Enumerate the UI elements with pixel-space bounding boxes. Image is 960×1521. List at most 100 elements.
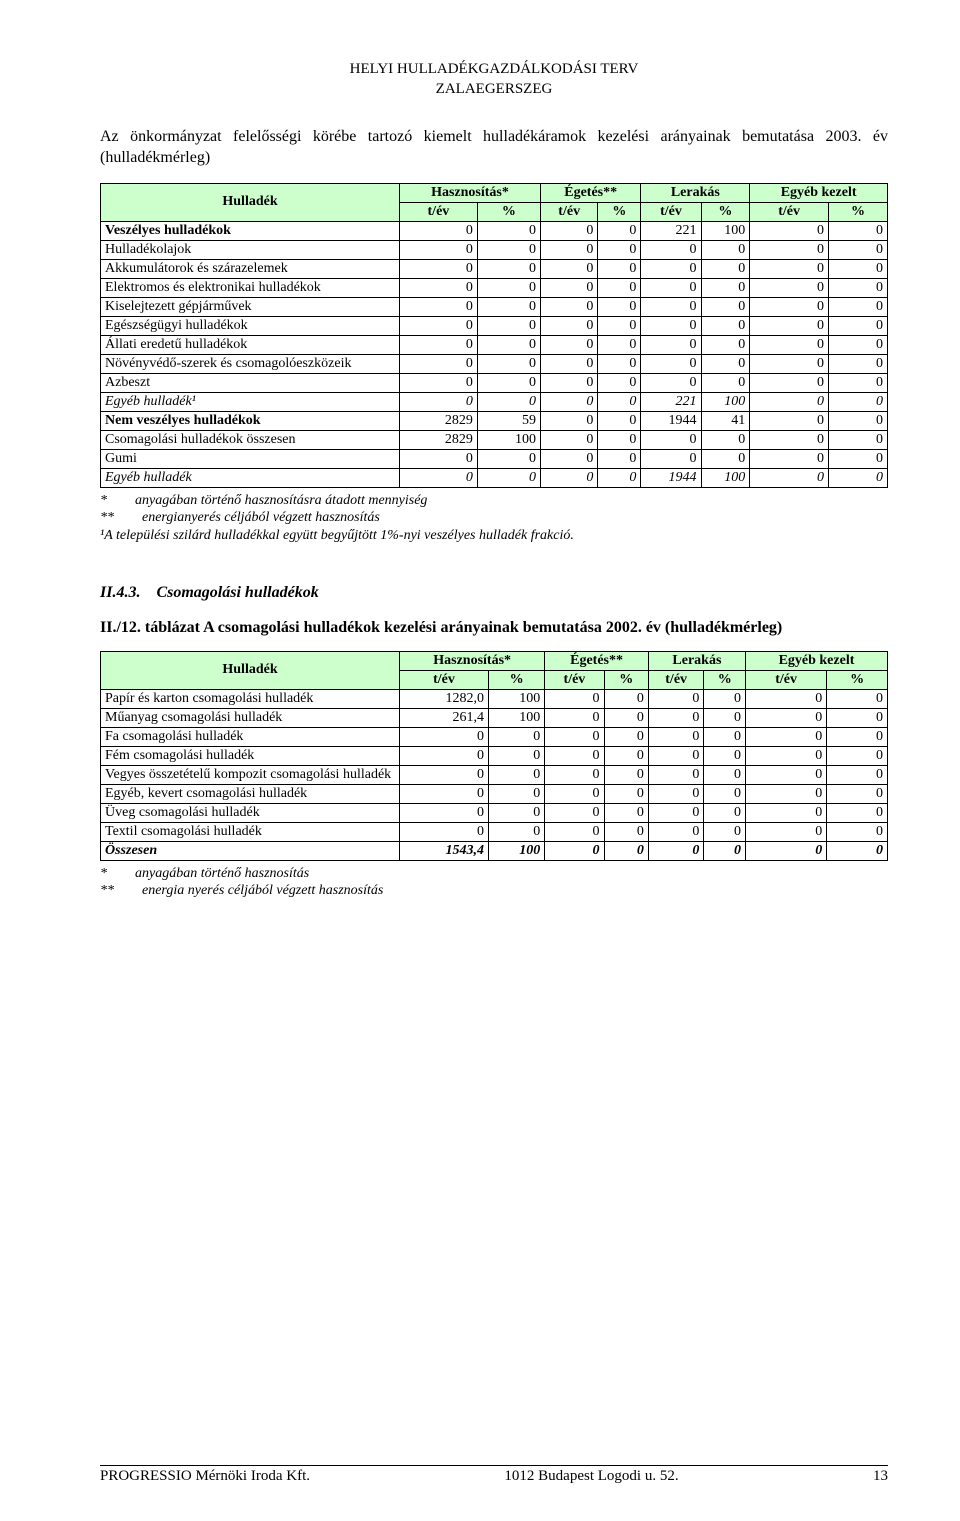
cell: 0: [400, 822, 489, 841]
cell: 0: [701, 240, 750, 259]
t2-g3: Egyéb kezelt: [745, 651, 887, 670]
cell: 0: [400, 727, 489, 746]
cell: 0: [648, 784, 704, 803]
table-2-head: Hulladék Hasznosítás* Égetés** Lerakás E…: [101, 651, 888, 689]
t2-s2: t/év: [545, 670, 604, 689]
cell: 0: [745, 841, 826, 860]
row-label: Egyéb hulladék¹: [101, 392, 400, 411]
cell: 0: [545, 784, 604, 803]
cell: 0: [598, 354, 641, 373]
cell: 0: [400, 765, 489, 784]
cell: 0: [598, 221, 641, 240]
cell: 0: [704, 841, 746, 860]
table-row: Akkumulátorok és szárazelemek00000000: [101, 259, 888, 278]
cell: 0: [400, 259, 478, 278]
cell: 0: [540, 297, 597, 316]
table-2-caption: II./12. táblázat A csomagolási hulladéko…: [100, 618, 888, 639]
cell: 41: [701, 411, 750, 430]
cell: 0: [604, 784, 648, 803]
table-row: Csomagolási hulladékok összesen282910000…: [101, 430, 888, 449]
cell: 0: [540, 373, 597, 392]
cell: 0: [701, 297, 750, 316]
cell: 0: [604, 746, 648, 765]
cell: 0: [598, 259, 641, 278]
row-label: Elektromos és elektronikai hulladékok: [101, 278, 400, 297]
cell: 0: [750, 373, 829, 392]
cell: 0: [540, 449, 597, 468]
cell: 0: [745, 784, 826, 803]
cell: 0: [545, 708, 604, 727]
cell: 0: [477, 240, 540, 259]
cell: 0: [648, 841, 704, 860]
cell: 0: [604, 689, 648, 708]
table-row: Összesen1543,4100000000: [101, 841, 888, 860]
cell: 0: [745, 689, 826, 708]
cell: 0: [598, 335, 641, 354]
table-row: Fém csomagolási hulladék00000000: [101, 746, 888, 765]
row-label: Kiselejtezett gépjárművek: [101, 297, 400, 316]
cell: 0: [701, 278, 750, 297]
cell: 0: [827, 689, 888, 708]
table-row: Egyéb hulladék¹000022110000: [101, 392, 888, 411]
cell: 0: [704, 727, 746, 746]
table-1-footnotes: * anyagában történő hasznosításra átadot…: [100, 492, 888, 545]
cell: 0: [704, 822, 746, 841]
cell: 1944: [641, 411, 701, 430]
cell: 261,4: [400, 708, 489, 727]
row-label: Egyéb, kevert csomagolási hulladék: [101, 784, 400, 803]
t2-s0: t/év: [400, 670, 489, 689]
cell: 59: [477, 411, 540, 430]
t2-s7: %: [827, 670, 888, 689]
cell: 0: [400, 746, 489, 765]
cell: 0: [750, 354, 829, 373]
cell: 0: [598, 392, 641, 411]
t1-g1: Égetés**: [540, 183, 640, 202]
cell: 0: [704, 803, 746, 822]
t1-g2: Lerakás: [641, 183, 750, 202]
cell: 0: [477, 221, 540, 240]
cell: 0: [704, 746, 746, 765]
cell: 0: [489, 727, 545, 746]
header-line2: ZALAEGERSZEG: [436, 81, 553, 97]
section-name: Csomagolási hulladékok: [156, 584, 318, 601]
cell: 2829: [400, 411, 478, 430]
cell: 0: [598, 240, 641, 259]
cell: 0: [829, 430, 888, 449]
cell: 0: [829, 221, 888, 240]
cell: 0: [489, 803, 545, 822]
table-1-body: Veszélyes hulladékok000022110000Hulladék…: [101, 221, 888, 487]
cell: 0: [477, 392, 540, 411]
cell: 0: [400, 468, 478, 487]
cell: 0: [827, 822, 888, 841]
cell: 0: [827, 784, 888, 803]
table-row: Fa csomagolási hulladék00000000: [101, 727, 888, 746]
cell: 0: [648, 822, 704, 841]
cell: 0: [829, 354, 888, 373]
t1-s4: t/év: [641, 202, 701, 221]
cell: 0: [540, 392, 597, 411]
row-label: Növényvédő-szerek és csomagolóeszközeik: [101, 354, 400, 373]
cell: 0: [704, 689, 746, 708]
cell: 0: [648, 708, 704, 727]
cell: 0: [400, 335, 478, 354]
cell: 100: [701, 392, 750, 411]
cell: 0: [489, 765, 545, 784]
table-row: Vegyes összetételű kompozit csomagolási …: [101, 765, 888, 784]
cell: 0: [540, 316, 597, 335]
t1-fn1: ** energianyerés céljából végzett haszno…: [100, 509, 888, 527]
table-row: Műanyag csomagolási hulladék261,41000000…: [101, 708, 888, 727]
cell: 0: [545, 727, 604, 746]
cell: 1282,0: [400, 689, 489, 708]
cell: 0: [545, 689, 604, 708]
cell: 0: [829, 468, 888, 487]
t2-s4: t/év: [648, 670, 704, 689]
cell: 0: [477, 278, 540, 297]
footer-right: 13: [873, 1468, 888, 1485]
cell: 0: [477, 354, 540, 373]
cell: 0: [750, 392, 829, 411]
t2-fn0: * anyagában történő hasznosítás: [100, 865, 888, 883]
cell: 0: [477, 373, 540, 392]
cell: 0: [829, 297, 888, 316]
cell: 0: [545, 841, 604, 860]
row-label: Papír és karton csomagolási hulladék: [101, 689, 400, 708]
